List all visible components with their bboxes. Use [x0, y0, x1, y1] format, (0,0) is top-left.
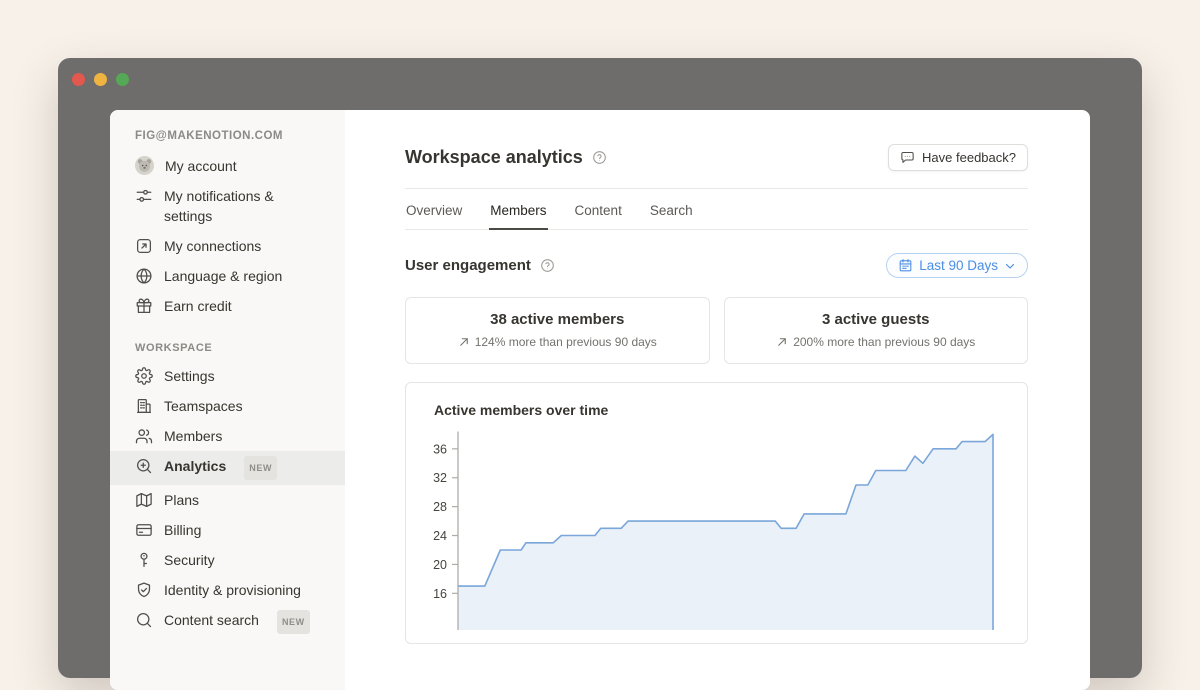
sidebar-item-label: Billing: [164, 520, 201, 540]
sidebar-item-teamspaces[interactable]: Teamspaces: [110, 391, 345, 421]
sidebar-item-label: Earn credit: [164, 296, 232, 316]
sliders-icon: [135, 187, 153, 205]
stat-delta-text: 124% more than previous 90 days: [475, 335, 657, 349]
sidebar-item-my-account[interactable]: My account: [110, 151, 345, 181]
sidebar-item-label: Members: [164, 426, 222, 446]
date-range-label: Last 90 Days: [919, 258, 998, 273]
account-email-label: FIG@MAKENOTION.COM: [135, 130, 345, 142]
sidebar-item-label: Language & region: [164, 266, 282, 286]
chart-y-tick-label: 28: [433, 500, 447, 514]
search-icon: [135, 611, 153, 629]
calendar-icon: [898, 258, 913, 273]
main-content: Workspace analytics Have feedback? Overv…: [345, 110, 1090, 690]
globe-icon: [135, 267, 153, 285]
workspace-section-label: WORKSPACE: [135, 342, 345, 354]
sidebar-item-language-region[interactable]: Language & region: [110, 261, 345, 291]
sidebar-item-analytics[interactable]: Analytics NEW: [110, 451, 345, 485]
key-icon: [135, 551, 153, 569]
account-items-group: My account My notifications & settings My …: [110, 151, 345, 321]
help-icon[interactable]: [592, 150, 607, 165]
stat-delta: 124% more than previous 90 days: [416, 335, 699, 349]
people-icon: [135, 427, 153, 445]
chart-y-tick-label: 16: [433, 587, 447, 601]
zoom-in-icon: [135, 457, 153, 475]
user-engagement-title: User engagement: [405, 257, 531, 274]
workspace-items-group: Settings Teamspaces Members Analytics NEW Pla…: [110, 361, 345, 639]
sidebar-item-label: Content search: [164, 610, 259, 630]
sidebar-item-my-connections[interactable]: My connections: [110, 231, 345, 261]
tab-search[interactable]: Search: [649, 189, 694, 229]
feedback-bubble-icon: [900, 150, 915, 165]
sidebar-item-earn-credit[interactable]: Earn credit: [110, 291, 345, 321]
settings-sidebar: FIG@MAKENOTION.COM My account My notifica…: [110, 110, 345, 690]
sidebar-item-billing[interactable]: Billing: [110, 515, 345, 545]
help-icon[interactable]: [540, 258, 555, 273]
sidebar-item-label: My notifications & settings: [164, 186, 316, 226]
chart-title: Active members over time: [434, 402, 1027, 418]
user-engagement-header: User engagement Last 90 Days: [405, 253, 1028, 278]
settings-panel: FIG@MAKENOTION.COM My account My notifica…: [110, 110, 1090, 690]
sidebar-item-label: My account: [165, 156, 237, 176]
stat-card-38-active-members: 38 active members 124% more than previous…: [405, 297, 710, 364]
sidebar-item-my-notifications-settings[interactable]: My notifications & settings: [110, 181, 345, 231]
active-members-chart-card: Active members over time 36 32 28 24 20 16: [405, 382, 1028, 644]
stat-delta: 200% more than previous 90 days: [735, 335, 1018, 349]
stats-row: 38 active members 124% more than previous…: [405, 297, 1028, 364]
sidebar-item-identity-provisioning[interactable]: Identity & provisioning: [110, 575, 345, 605]
chevron-down-icon: [1004, 260, 1016, 272]
tab-overview[interactable]: Overview: [405, 189, 463, 229]
sidebar-item-label: Identity & provisioning: [164, 580, 301, 600]
app-window: FIG@MAKENOTION.COM My account My notifica…: [58, 58, 1142, 678]
chart-y-tick-label: 20: [433, 558, 447, 572]
page-title: Workspace analytics: [405, 147, 583, 168]
stat-card-3-active-guests: 3 active guests 200% more than previous 9…: [724, 297, 1029, 364]
chart-y-tick-label: 32: [433, 471, 447, 485]
tab-members[interactable]: Members: [489, 189, 547, 230]
have-feedback-button[interactable]: Have feedback?: [888, 144, 1028, 171]
gear-icon: [135, 367, 153, 385]
feedback-button-label: Have feedback?: [922, 150, 1016, 165]
stat-delta-text: 200% more than previous 90 days: [793, 335, 975, 349]
building-icon: [135, 397, 153, 415]
new-badge: NEW: [244, 456, 277, 480]
trend-up-icon: [776, 336, 788, 348]
sidebar-item-label: Security: [164, 550, 215, 570]
tab-content[interactable]: Content: [574, 189, 623, 229]
arrow-up-right-box-icon: [135, 237, 153, 255]
trend-up-icon: [458, 336, 470, 348]
chart-y-tick-label: 36: [433, 442, 447, 456]
sidebar-item-settings[interactable]: Settings: [110, 361, 345, 391]
avatar-icon: [135, 156, 154, 175]
new-badge: NEW: [277, 610, 310, 634]
close-window-button[interactable]: [72, 73, 85, 86]
sidebar-item-content-search[interactable]: Content search NEW: [110, 605, 345, 639]
date-range-button[interactable]: Last 90 Days: [886, 253, 1028, 278]
chart-y-tick-label: 24: [433, 529, 447, 543]
sidebar-item-label: Plans: [164, 490, 199, 510]
stat-value: 3 active guests: [735, 311, 1018, 328]
sidebar-item-label: Settings: [164, 366, 215, 386]
sidebar-item-label: My connections: [164, 236, 261, 256]
gift-icon: [135, 297, 153, 315]
sidebar-item-security[interactable]: Security: [110, 545, 345, 575]
chart-area-fill: [458, 434, 993, 630]
sidebar-item-label: Analytics: [164, 456, 226, 476]
analytics-tabs: Overview Members Content Search: [405, 189, 1028, 230]
credit-card-icon: [135, 521, 153, 539]
stat-value: 38 active members: [416, 311, 699, 328]
minimize-window-button[interactable]: [94, 73, 107, 86]
sidebar-item-label: Teamspaces: [164, 396, 243, 416]
active-members-area-chart: 36 32 28 24 20 16: [406, 425, 1006, 630]
sidebar-item-members[interactable]: Members: [110, 421, 345, 451]
window-titlebar: [72, 73, 129, 86]
zoom-window-button[interactable]: [116, 73, 129, 86]
shield-check-icon: [135, 581, 153, 599]
page-header: Workspace analytics Have feedback?: [405, 144, 1028, 171]
sidebar-item-plans[interactable]: Plans: [110, 485, 345, 515]
map-icon: [135, 491, 153, 509]
